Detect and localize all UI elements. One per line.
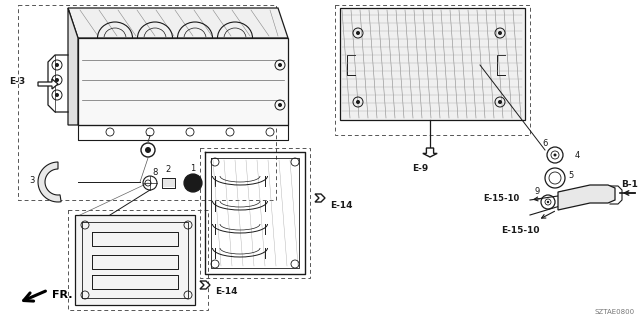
Circle shape [356, 31, 360, 35]
Circle shape [278, 63, 282, 67]
Circle shape [498, 31, 502, 35]
Polygon shape [558, 185, 615, 210]
Text: 3: 3 [29, 175, 35, 185]
Circle shape [55, 63, 59, 67]
Polygon shape [78, 38, 288, 125]
Text: 9: 9 [535, 187, 540, 196]
Text: B-1: B-1 [621, 180, 639, 189]
Text: 1: 1 [190, 164, 196, 173]
Bar [200, 148, 310, 278]
Bar [18, 5, 276, 200]
Polygon shape [200, 281, 210, 289]
Circle shape [498, 100, 502, 104]
Text: 8: 8 [152, 168, 157, 177]
Text: E-14: E-14 [215, 287, 237, 297]
Polygon shape [340, 8, 525, 120]
Text: E-15-10: E-15-10 [484, 194, 520, 203]
Text: 2: 2 [165, 165, 171, 174]
Text: E-15-10: E-15-10 [500, 226, 540, 235]
Text: FR.: FR. [52, 290, 72, 300]
Circle shape [356, 100, 360, 104]
Polygon shape [38, 79, 58, 89]
Polygon shape [423, 148, 437, 157]
Circle shape [55, 93, 59, 97]
Text: 6: 6 [543, 139, 548, 148]
Text: 5: 5 [568, 171, 573, 180]
Polygon shape [38, 162, 61, 202]
Text: E-14: E-14 [330, 201, 353, 210]
Text: E-3: E-3 [9, 76, 25, 85]
Circle shape [55, 78, 59, 82]
Circle shape [547, 201, 549, 203]
Polygon shape [315, 194, 325, 202]
Circle shape [554, 154, 557, 156]
Text: E-9: E-9 [412, 164, 428, 172]
Bar [420, 45, 470, 85]
Circle shape [278, 103, 282, 107]
Bar [68, 210, 208, 310]
Bar [335, 5, 530, 135]
Text: 7: 7 [145, 135, 150, 144]
Text: SZTAE0800: SZTAE0800 [595, 309, 635, 315]
Circle shape [184, 174, 202, 192]
Bar [355, 30, 505, 105]
Polygon shape [68, 8, 288, 38]
Polygon shape [68, 8, 78, 125]
Polygon shape [75, 215, 195, 305]
Circle shape [145, 147, 151, 153]
Text: 4: 4 [575, 150, 580, 159]
Bar [365, 40, 410, 95]
